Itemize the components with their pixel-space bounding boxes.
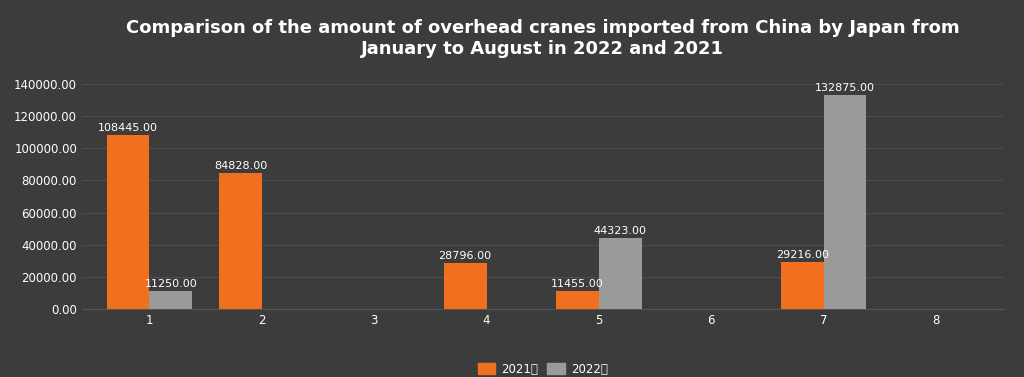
Text: 108445.00: 108445.00 [98,123,158,133]
Bar [823,95,866,309]
Bar [556,291,599,309]
Title: Comparison of the amount of overhead cranes imported from China by Japan from
Ja: Comparison of the amount of overhead cra… [126,19,959,58]
Text: 84828.00: 84828.00 [214,161,267,171]
Text: 11250.00: 11250.00 [144,279,197,289]
Text: 28796.00: 28796.00 [438,251,492,261]
Legend: 2021年, 2022年: 2021年, 2022年 [473,358,612,377]
Text: 44323.00: 44323.00 [594,226,647,236]
Text: 29216.00: 29216.00 [776,250,828,260]
Bar [106,135,150,309]
Bar [599,238,642,309]
Bar [150,291,193,309]
Bar [781,262,823,309]
Bar [219,173,262,309]
Text: 132875.00: 132875.00 [815,83,876,93]
Bar [443,263,486,309]
Text: 11455.00: 11455.00 [551,279,604,289]
